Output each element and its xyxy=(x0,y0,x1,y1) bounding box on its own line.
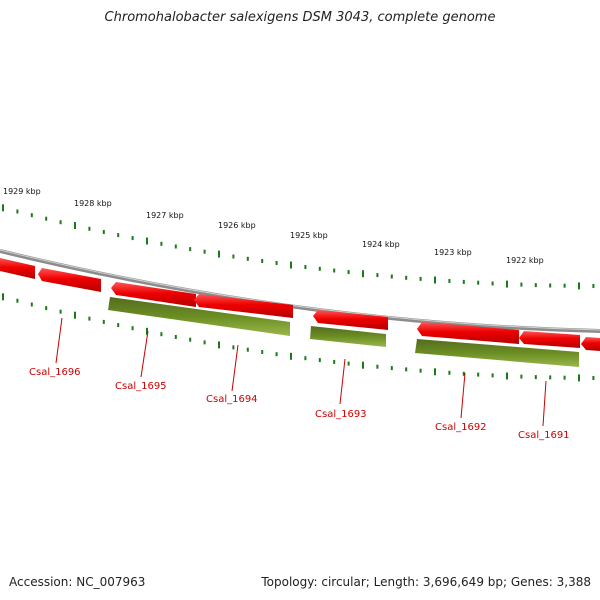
lower-ruler xyxy=(2,293,595,382)
kbp-label: 1929 kbp xyxy=(3,187,41,196)
gene-labels: Csal_1696 Csal_1695 Csal_1694 Csal_1693 … xyxy=(29,367,570,441)
genome-backbone-highlight xyxy=(0,249,600,331)
reverse-strand-genes xyxy=(108,297,579,367)
kbp-label: 1925 kbp xyxy=(290,231,328,240)
forward-strand-genes xyxy=(0,258,600,351)
kbp-label: 1928 kbp xyxy=(74,199,112,208)
kbp-labels: 1929 kbp 1928 kbp 1927 kbp 1926 kbp 1925… xyxy=(3,187,544,265)
gene-arrow-reverse[interactable] xyxy=(310,326,386,347)
leader-line xyxy=(231,344,239,392)
leader-line xyxy=(55,317,63,364)
gene-label[interactable]: Csal_1695 xyxy=(115,381,167,392)
gene-label[interactable]: Csal_1696 xyxy=(29,367,81,378)
kbp-label: 1924 kbp xyxy=(362,240,400,249)
gene-label[interactable]: Csal_1692 xyxy=(435,422,487,433)
gene-arrow-forward[interactable] xyxy=(194,294,293,318)
gene-arrow-forward[interactable] xyxy=(0,258,35,279)
genome-backbone xyxy=(0,249,600,333)
kbp-label: 1922 kbp xyxy=(506,256,544,265)
leader-line xyxy=(339,358,346,405)
gene-arrow-forward[interactable] xyxy=(581,337,600,351)
map-title: Chromohalobacter salexigens DSM 3043, co… xyxy=(104,10,496,25)
accession-label: Accession: NC_007963 xyxy=(9,575,146,589)
gene-label[interactable]: Csal_1691 xyxy=(518,430,570,441)
kbp-label: 1927 kbp xyxy=(146,211,184,220)
leader-line xyxy=(542,380,547,427)
leader-line xyxy=(460,372,466,419)
upper-ruler xyxy=(2,204,595,290)
gene-leader-lines xyxy=(55,317,547,427)
leader-line xyxy=(140,330,149,378)
topology-summary: Topology: circular; Length: 3,696,649 bp… xyxy=(261,575,591,589)
gene-arrow-reverse[interactable] xyxy=(108,297,290,336)
gene-label[interactable]: Csal_1694 xyxy=(206,394,258,405)
gene-arrow-forward[interactable] xyxy=(38,268,101,292)
gene-arrow-reverse[interactable] xyxy=(415,339,579,367)
kbp-label: 1923 kbp xyxy=(434,248,472,257)
gene-arrow-forward[interactable] xyxy=(519,331,580,348)
gene-label[interactable]: Csal_1693 xyxy=(315,409,367,420)
gene-arrow-forward[interactable] xyxy=(111,282,196,307)
kbp-label: 1926 kbp xyxy=(218,221,256,230)
gene-arrow-forward[interactable] xyxy=(417,322,519,344)
gene-arrow-forward[interactable] xyxy=(313,310,388,330)
